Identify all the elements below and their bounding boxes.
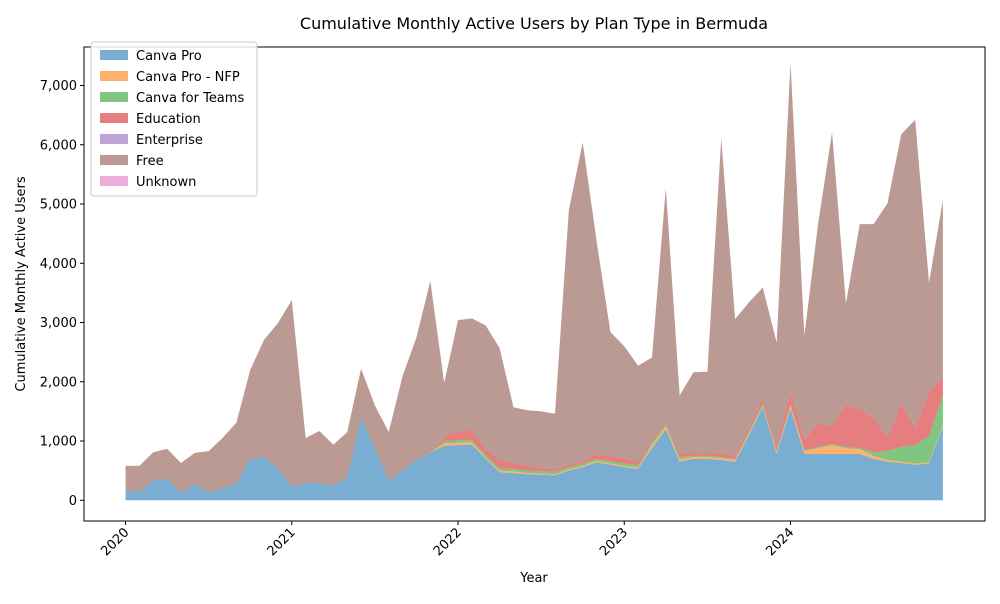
legend-label: Canva Pro - NFP [136,70,240,85]
y-axis: 0 1,000 2,000 3,000 4,000 5,000 6,000 7,000 [40,79,84,509]
y-tick-label: 6,000 [40,138,77,153]
y-tick-label: 5,000 [40,198,77,213]
x-axis-title: Year [519,571,548,586]
y-tick-label: 0 [69,494,77,509]
area-series-education [125,377,943,494]
legend-label: Enterprise [136,133,203,148]
plot-frame [83,46,986,522]
legend-swatch [100,92,128,102]
legend: Canva Pro Canva Pro - NFP Canva for Teams E… [90,41,258,197]
legend-label: Unknown [136,175,196,190]
legend-label: Free [136,154,164,169]
legend-swatch [100,50,128,60]
y-tick-label: 2,000 [40,375,77,390]
legend-label: Education [136,112,201,127]
legend-frame [90,41,258,197]
legend-swatch [100,155,128,165]
legend-label: Canva for Teams [136,91,244,106]
legend-swatch [100,71,128,81]
chart-title: Cumulative Monthly Active Users by Plan … [300,14,768,33]
legend-label: Canva Pro [136,49,202,64]
y-tick-label: 3,000 [40,316,77,331]
area-series-free [125,63,943,494]
legend-swatch [100,176,128,186]
legend-swatch [100,113,128,123]
series-areas [125,63,943,501]
y-tick-label: 4,000 [40,257,77,272]
area-series-canva-pro [125,407,943,501]
y-tick-label: 1,000 [40,435,77,450]
y-axis-title: Cumulative Monthly Active Users [14,176,29,391]
y-tick-label: 7,000 [40,79,77,94]
legend-swatch [100,134,128,144]
